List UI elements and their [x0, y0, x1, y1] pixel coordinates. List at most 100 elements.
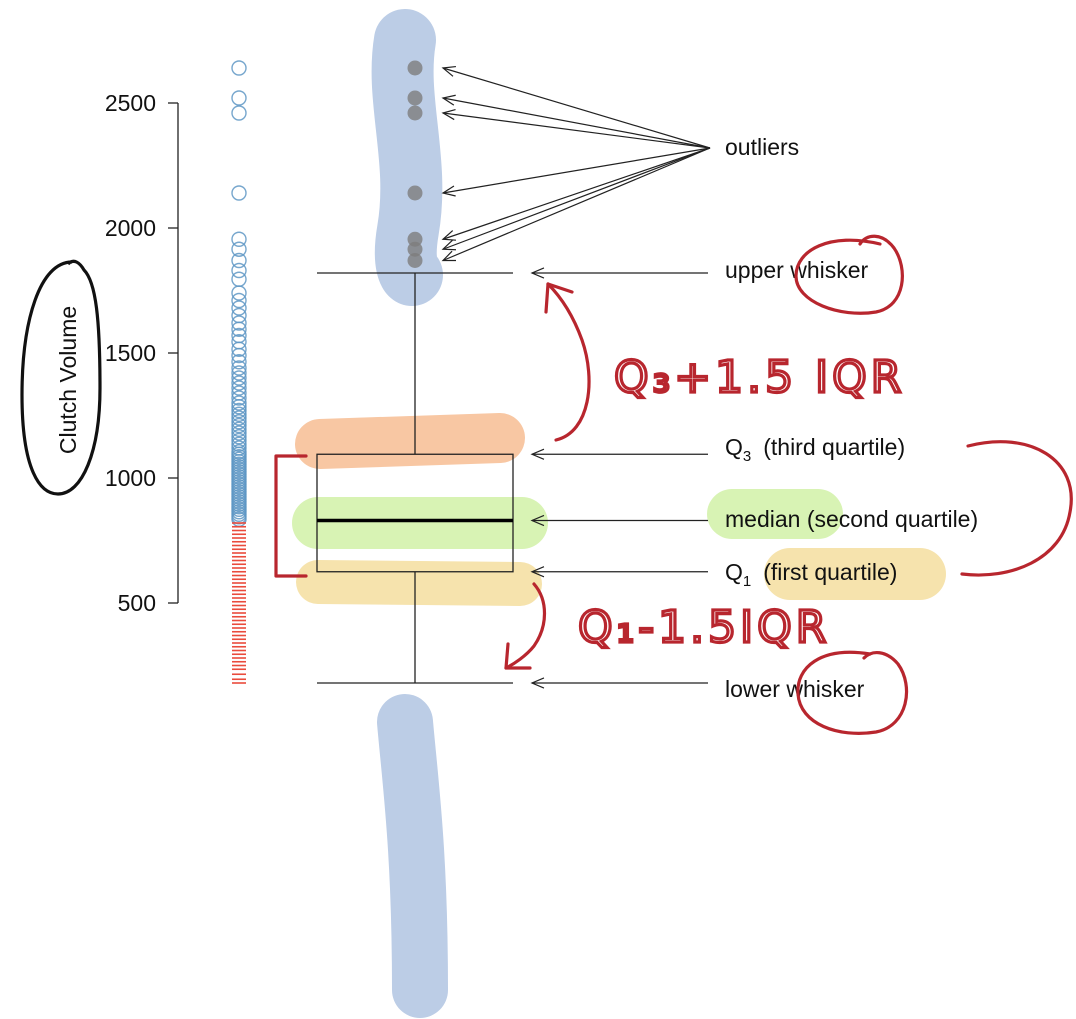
strip-point: [231, 90, 247, 106]
q3-highlight: [295, 413, 525, 469]
strip-point: [231, 354, 247, 370]
outlier-arrow: [442, 147, 711, 262]
strip-point: [231, 370, 247, 386]
strip-point: [231, 425, 247, 441]
y-axis-title-group: Clutch Volume: [20, 259, 102, 496]
q1-lower-arrow: [504, 582, 546, 670]
outlier-arrow-head: [441, 230, 457, 241]
whisker-circle-upper: [794, 234, 904, 315]
strip-point: [231, 241, 247, 257]
outliers-label: outliers: [725, 134, 799, 160]
q1-label: Q1 (first quartile): [725, 559, 897, 590]
q3-upper-arrowhead: [544, 282, 574, 314]
strip-point: [231, 315, 247, 331]
dot-strip: [231, 60, 247, 684]
strip-point: [231, 365, 247, 381]
lower-whisker-arrow-head: [530, 677, 545, 689]
y-tick-label: 1500: [105, 340, 156, 366]
median-arrow-head: [530, 514, 545, 527]
upper-whisker-arrow-head: [530, 267, 545, 279]
y-title-circle: [20, 259, 102, 496]
tail-highlight-stroke: [377, 694, 448, 1018]
strip-point: [231, 380, 247, 396]
strip-point: [231, 341, 247, 357]
y-axis: 500 1000 1500 2000 2500: [105, 90, 179, 616]
annotations: outliers upper whisker Q3 (third quartile…: [441, 65, 978, 702]
lower-whisker-label: lower whisker: [725, 676, 865, 702]
iqr-box: [316, 453, 514, 573]
strip-point: [231, 410, 247, 426]
strip-point: [231, 399, 247, 415]
q1-arrow-head: [530, 566, 545, 578]
strip-point: [231, 185, 247, 201]
outlier-arrow: [442, 67, 711, 149]
outlier-arrow: [442, 147, 711, 240]
q1-symbol: Q: [725, 559, 743, 585]
iqr-bracket: [274, 454, 308, 578]
outlier-arrow: [442, 147, 711, 194]
y-tick-label: 500: [118, 590, 156, 616]
outlier-point: [407, 90, 423, 106]
q3-subscript: 3: [743, 448, 751, 465]
strip-point: [231, 395, 247, 411]
q1-subscript: 1: [743, 573, 751, 590]
outlier-arrow: [442, 147, 711, 250]
y-axis-title: Clutch Volume: [55, 306, 81, 454]
outlier-arrow-head: [441, 239, 457, 251]
strip-point: [231, 252, 247, 269]
strip-point: [231, 60, 247, 76]
outlier-arrow-head: [441, 108, 456, 121]
y-tick-label: 2500: [105, 90, 156, 116]
outlier-point: [407, 241, 423, 257]
strip-point: [231, 300, 247, 316]
strip-point: [231, 414, 247, 430]
q3-symbol: Q: [725, 434, 743, 460]
strip-point: [231, 285, 247, 301]
strip-point: [231, 375, 247, 391]
strip-point: [231, 292, 247, 309]
q3-upper-arrow: [546, 282, 591, 442]
strip-point: [231, 360, 247, 376]
outlier-arrow: [442, 97, 711, 149]
lower-formula: Q₁-1.5IQR: [578, 602, 830, 653]
strip-point: [231, 402, 247, 419]
upper-formula: Q₃+1.5 IQR: [614, 352, 905, 403]
q1-highlight: [296, 560, 542, 606]
outlier-arrow-head: [441, 185, 456, 197]
q3-description: (third quartile): [763, 434, 905, 460]
y-tick-label: 1000: [105, 465, 156, 491]
strip-point: [231, 417, 247, 434]
strip-point: [231, 347, 247, 364]
q1-lower-arrowhead: [504, 642, 532, 670]
strip-point: [231, 105, 247, 121]
outlier-point: [407, 60, 423, 76]
outlier-point: [407, 253, 423, 268]
strip-point: [231, 406, 247, 422]
q1-description: (first quartile): [763, 559, 897, 585]
outlier-arrow-head: [441, 250, 457, 262]
strip-point: [231, 429, 247, 445]
strip-point: [231, 262, 247, 279]
outlier-arrow-head: [441, 94, 456, 106]
y-tick-label: 2000: [105, 215, 156, 241]
whisker-circle-lower: [796, 650, 909, 735]
strip-point: [231, 231, 247, 247]
outlier-point: [407, 105, 423, 121]
q3-arrow-head: [530, 448, 545, 460]
q3-label: Q3 (third quartile): [725, 434, 905, 465]
strip-point: [231, 421, 247, 437]
box-plot: [316, 60, 514, 684]
strip-point: [231, 271, 247, 287]
outlier-arrow-head: [441, 65, 456, 77]
strip-point: [231, 436, 247, 452]
quartile-link: [960, 440, 1073, 577]
highlights: [292, 9, 946, 1018]
strip-point: [231, 321, 247, 337]
strip-point: [231, 390, 247, 406]
median-label: median (second quartile): [725, 506, 978, 532]
outlier-arrow: [442, 112, 711, 149]
outlier-point: [407, 185, 423, 201]
pen-markings: [274, 234, 1073, 735]
